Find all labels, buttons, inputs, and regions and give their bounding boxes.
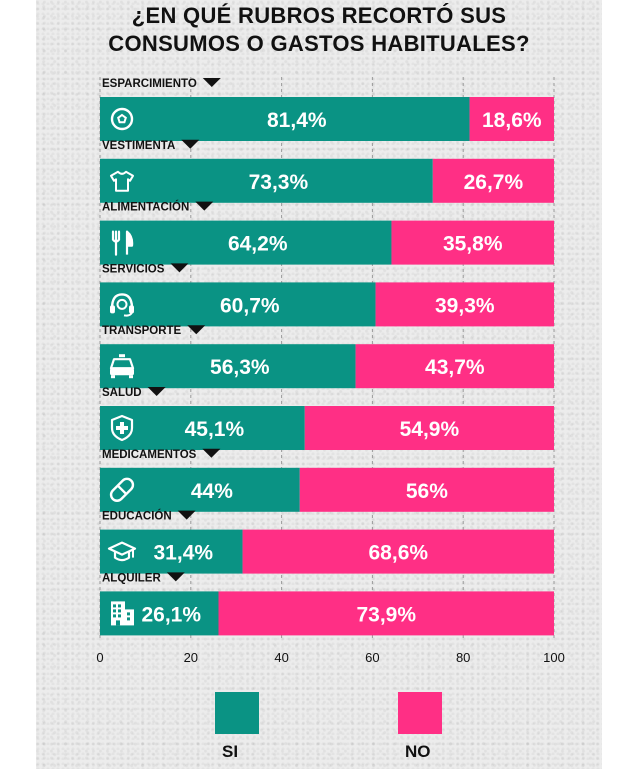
fork-knife-icon xyxy=(111,230,134,256)
dropdown-triangle-icon xyxy=(195,201,214,211)
value-label-si: 26,1% xyxy=(141,603,201,626)
bar-si xyxy=(100,344,356,389)
value-label-no: 43,7% xyxy=(425,356,485,379)
headset-icon xyxy=(110,293,134,317)
graduation-cap-icon xyxy=(107,541,137,562)
dropdown-triangle-icon xyxy=(202,448,221,458)
value-label-si: 45,1% xyxy=(185,418,245,441)
value-label-si: 81,4% xyxy=(267,109,327,132)
bar-no xyxy=(391,220,554,265)
bar-si xyxy=(100,220,392,265)
dropdown-triangle-icon xyxy=(187,325,206,335)
dropdown-triangle-icon xyxy=(147,387,166,396)
title-line-1: ¿EN QUÉ RUBROS RECORTÓ SUS xyxy=(131,3,507,28)
bar-no xyxy=(469,97,554,141)
legend-swatch-si xyxy=(215,692,259,734)
bar-no xyxy=(304,406,554,450)
bar-no xyxy=(355,344,554,389)
tshirt-icon xyxy=(110,170,134,192)
dropdown-triangle-icon xyxy=(166,572,185,582)
bar-no xyxy=(218,591,554,636)
x-tick-label: 0 xyxy=(96,650,103,665)
x-tick-label: 40 xyxy=(274,650,288,665)
value-label-si: 64,2% xyxy=(228,233,288,256)
value-label-si: 73,3% xyxy=(249,171,309,194)
x-tick-label: 100 xyxy=(543,650,565,665)
legend-label-no: NO xyxy=(405,742,431,761)
value-label-si: 31,4% xyxy=(154,542,214,565)
bar-si xyxy=(100,406,305,450)
soccer-ball-icon xyxy=(110,107,134,131)
value-label-no: 56% xyxy=(406,480,448,503)
title-line-2: CONSUMOS O GASTOS HABITUALES? xyxy=(108,31,530,56)
value-label-si: 56,3% xyxy=(210,356,270,379)
value-label-no: 18,6% xyxy=(482,109,542,132)
category-label: ALIMENTACIÓN xyxy=(102,201,189,214)
category-label: SALUD xyxy=(102,387,142,399)
legend-label-si: SI xyxy=(222,742,239,761)
bar-si xyxy=(100,97,470,141)
value-label-no: 26,7% xyxy=(464,171,524,194)
value-label-no: 54,9% xyxy=(400,418,460,441)
bar-si xyxy=(100,158,433,203)
taxi-icon xyxy=(109,354,135,379)
health-shield-icon xyxy=(110,414,134,442)
building-icon xyxy=(111,601,134,626)
x-tick-label: 80 xyxy=(456,650,470,665)
value-label-no: 39,3% xyxy=(435,294,495,317)
value-label-si: 60,7% xyxy=(220,294,280,317)
stacked-bar-chart: ESPARCIMIENTO 81,4% 18,6% VESTIMENTA 73,3% 26… xyxy=(96,77,565,665)
x-tick-label: 20 xyxy=(184,650,198,665)
value-label-no: 68,6% xyxy=(369,542,429,565)
category-label: ESPARCIMIENTO xyxy=(102,78,197,90)
legend-swatch-no xyxy=(398,692,442,734)
bar-si xyxy=(100,467,300,512)
category-label: SERVICIOS xyxy=(102,263,165,275)
bar-no xyxy=(432,158,554,203)
dropdown-triangle-icon xyxy=(181,139,200,149)
value-label-no: 35,8% xyxy=(443,233,503,256)
bar-si xyxy=(100,529,243,574)
value-label-si: 44% xyxy=(191,480,233,503)
category-label: VESTIMENTA xyxy=(102,140,175,152)
chart-title: ¿EN QUÉ RUBROS RECORTÓ SUS CONSUMOS O GA… xyxy=(36,2,602,58)
bar-si xyxy=(100,282,376,327)
category-label: EDUCACIÓN xyxy=(102,510,172,523)
category-label: TRANSPORTE xyxy=(102,325,182,337)
value-label-no: 73,9% xyxy=(356,603,416,626)
dropdown-triangle-icon xyxy=(202,78,221,87)
x-tick-label: 60 xyxy=(365,650,379,665)
bar-no xyxy=(242,529,554,574)
bar-no xyxy=(375,282,554,327)
bar-no xyxy=(299,467,554,512)
category-label: MEDICAMENTOS xyxy=(102,449,197,461)
dropdown-triangle-icon xyxy=(177,510,196,520)
dropdown-triangle-icon xyxy=(170,263,189,273)
category-label: ALQUILER xyxy=(102,572,161,584)
pill-icon xyxy=(109,477,135,502)
